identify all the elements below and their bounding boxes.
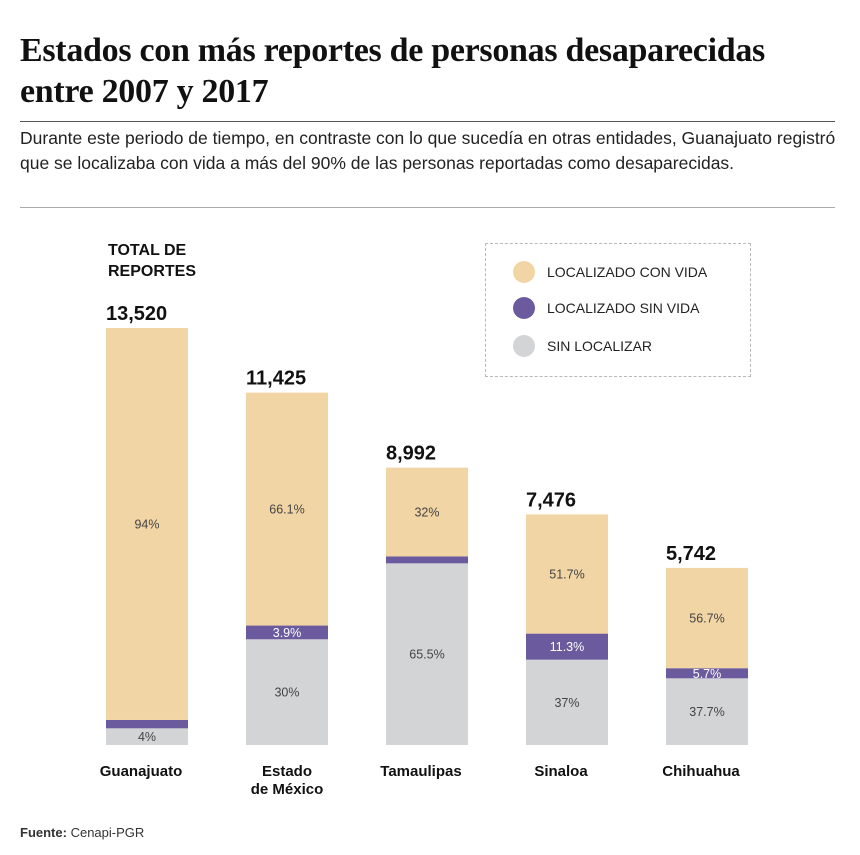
subtitle-divider [20,207,835,208]
bar-segment [666,678,748,745]
legend-item-sin-localizar: SIN LOCALIZAR [513,335,652,357]
data-label: 32% [414,506,439,520]
bar-segment [386,563,468,745]
source-note: Fuente: Cenapi-PGR [20,825,144,840]
bar-segment [246,639,328,745]
bar-segment [526,633,608,660]
total-value: 5,742 [666,543,716,565]
bar-segment [666,668,748,679]
legend-swatch [513,335,535,357]
data-label: 65.5% [409,648,444,662]
total-label: REPORTES [108,263,196,280]
bar-segment [526,659,608,745]
bar-segment [246,392,328,626]
data-label: 51.7% [549,568,584,582]
source-value: Cenapi-PGR [70,825,145,840]
legend-label: LOCALIZADO SIN VIDA [547,300,700,316]
total-value: 13,520 [106,303,167,325]
total-value: 7,476 [526,489,576,511]
category-label: Chihuahua [662,763,740,780]
chart-title: Estados con más reportes de personas des… [20,32,765,110]
total-label: TOTAL DE [108,242,187,259]
data-label: 30% [274,686,299,700]
data-label: 3.9% [273,626,302,640]
data-label: 37.7% [689,705,724,719]
legend-swatch [513,297,535,319]
category-label: Guanajuato [100,763,183,780]
data-label: 66.1% [269,503,304,517]
legend-label: LOCALIZADO CON VIDA [547,264,708,280]
legend-item-sin-vida: LOCALIZADO SIN VIDA [513,297,699,319]
category-label: de México [251,781,324,798]
bar-segment [386,556,468,564]
bar-segment [106,719,188,729]
bar-segment [106,728,188,745]
category-label: Tamaulipas [380,763,461,780]
source-label: Fuente: [20,825,67,840]
legend: LOCALIZADO CON VIDA LOCALIZADO SIN VIDA … [485,243,751,377]
chart-subtitle: Durante este periodo de tiempo, en contr… [20,128,836,173]
bar-segment [386,467,468,557]
total-value: 8,992 [386,443,436,465]
data-label: 5.7% [693,667,722,681]
data-label: 94% [134,517,159,531]
category-label: Estado [262,763,312,780]
category-label: Sinaloa [534,763,588,780]
data-label: 11.3% [550,640,585,654]
bar-segment [666,567,748,669]
bar-segment [106,328,188,720]
legend-swatch [513,261,535,283]
data-label: 4% [138,730,156,744]
legend-item-con-vida: LOCALIZADO CON VIDA [513,261,707,283]
legend-label: SIN LOCALIZAR [547,338,653,354]
title-divider [20,121,835,122]
bar-segment [526,514,608,634]
total-value: 11,425 [246,368,306,390]
bar-segment [246,625,328,640]
data-label: 56.7% [689,612,724,626]
data-label: 37% [554,696,579,710]
